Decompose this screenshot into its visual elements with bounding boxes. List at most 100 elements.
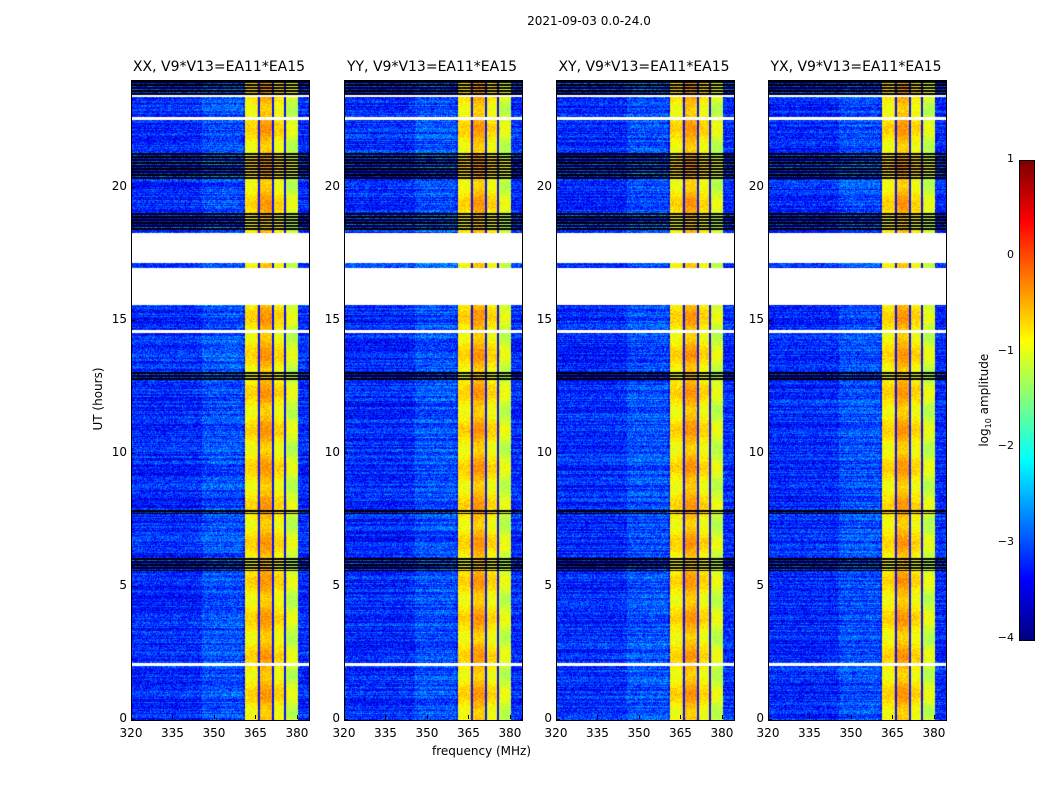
heatmap-panel: [344, 80, 523, 721]
y-tick-label: 5: [756, 577, 764, 592]
y-tick-label: 0: [119, 711, 127, 725]
y-tick-mark: [344, 719, 348, 720]
colorbar-tick-label: −2: [997, 439, 1014, 453]
x-tick-label: 365: [244, 726, 267, 740]
x-tick-mark: [255, 715, 257, 719]
x-tick-mark: [213, 715, 215, 719]
y-tick-label: 15: [536, 311, 552, 326]
x-tick-mark: [556, 715, 557, 719]
x-tick-mark: [597, 715, 599, 719]
x-tick-mark: [933, 715, 935, 719]
x-tick-label: 320: [544, 726, 568, 740]
colorbar-tick-label: −1: [997, 343, 1014, 357]
y-tick-mark: [768, 319, 772, 321]
x-tick-label: 350: [839, 726, 863, 740]
y-tick-label: 10: [748, 444, 764, 459]
heatmap-panel: [556, 80, 735, 721]
y-axis-label: UT (hours): [91, 367, 105, 431]
x-tick-label: 380: [710, 726, 734, 740]
x-tick-label: 380: [498, 726, 522, 740]
y-tick-label: 20: [536, 178, 552, 193]
y-tick-label: 15: [324, 311, 340, 326]
colorbar-tick-label: 1: [1007, 152, 1014, 165]
y-tick-mark: [344, 319, 348, 321]
x-tick-mark: [296, 715, 298, 719]
y-tick-mark: [768, 585, 772, 587]
y-tick-mark: [131, 719, 135, 720]
x-tick-label: 335: [586, 726, 609, 740]
x-tick-label: 350: [627, 726, 651, 740]
x-tick-mark: [385, 715, 387, 719]
panel-title: YX, V9*V13=EA11*EA15: [770, 59, 942, 75]
x-tick-mark: [131, 715, 132, 719]
heatmap-panel: [768, 80, 947, 721]
x-tick-label: 320: [119, 726, 143, 740]
heatmap-cells: [557, 81, 734, 720]
x-tick-label: 380: [922, 726, 946, 740]
x-tick-mark: [344, 715, 345, 719]
y-tick-label: 0: [544, 711, 552, 725]
y-tick-mark: [556, 585, 560, 587]
x-tick-mark: [638, 715, 640, 719]
colorbar-tick-label: 0: [1007, 247, 1014, 261]
heatmap-cells: [345, 81, 522, 720]
x-tick-label: 320: [332, 726, 356, 740]
x-tick-mark: [892, 715, 894, 719]
y-tick-label: 5: [119, 577, 127, 592]
x-tick-mark: [809, 715, 811, 719]
x-axis-label: frequency (MHz): [432, 744, 532, 758]
x-tick-mark: [850, 715, 852, 719]
x-tick-label: 350: [415, 726, 439, 740]
x-tick-mark: [721, 715, 723, 719]
y-tick-label: 15: [111, 311, 127, 326]
heatmap-panel: [131, 80, 310, 721]
x-tick-label: 335: [161, 726, 184, 740]
colorbar-tick-label: −4: [997, 631, 1014, 644]
colorbar: [1019, 160, 1035, 641]
x-tick-label: 320: [756, 726, 780, 740]
y-tick-mark: [131, 319, 135, 321]
y-tick-mark: [556, 186, 560, 188]
x-tick-mark: [680, 715, 682, 719]
y-tick-mark: [131, 186, 135, 188]
panel-title: YY, V9*V13=EA11*EA15: [346, 59, 518, 75]
y-tick-mark: [344, 452, 348, 454]
y-tick-label: 5: [544, 577, 552, 592]
heatmap-cells: [769, 81, 946, 720]
y-tick-mark: [556, 319, 560, 321]
y-tick-mark: [556, 452, 560, 454]
x-tick-label: 380: [285, 726, 309, 740]
x-tick-label: 335: [798, 726, 821, 740]
y-tick-mark: [344, 585, 348, 587]
y-tick-mark: [556, 719, 560, 720]
x-tick-mark: [172, 715, 174, 719]
y-tick-mark: [344, 186, 348, 188]
x-tick-mark: [468, 715, 470, 719]
x-tick-mark: [768, 715, 769, 719]
y-tick-label: 0: [756, 711, 764, 725]
y-tick-mark: [768, 186, 772, 188]
y-tick-label: 0: [332, 711, 340, 725]
x-tick-label: 365: [881, 726, 904, 740]
figure-title: 2021-09-03 0.0-24.0: [527, 14, 651, 28]
panel-title: XY, V9*V13=EA11*EA15: [558, 59, 730, 75]
x-tick-label: 365: [669, 726, 692, 740]
colorbar-label: log10 amplitude: [976, 353, 994, 447]
y-tick-mark: [768, 719, 772, 720]
y-tick-label: 10: [536, 444, 552, 459]
y-tick-label: 20: [111, 178, 127, 193]
y-tick-mark: [131, 585, 135, 587]
x-tick-mark: [509, 715, 511, 719]
heatmap-cells: [132, 81, 309, 720]
x-tick-mark: [426, 715, 428, 719]
panel-title: XX, V9*V13=EA11*EA15: [132, 59, 306, 75]
y-tick-label: 10: [324, 444, 340, 459]
y-tick-label: 5: [332, 577, 340, 592]
x-tick-label: 335: [374, 726, 397, 740]
y-tick-label: 20: [748, 178, 764, 193]
colorbar-tick-label: −3: [997, 535, 1014, 549]
y-tick-mark: [131, 452, 135, 454]
y-tick-label: 20: [324, 178, 340, 193]
x-tick-label: 350: [202, 726, 226, 740]
